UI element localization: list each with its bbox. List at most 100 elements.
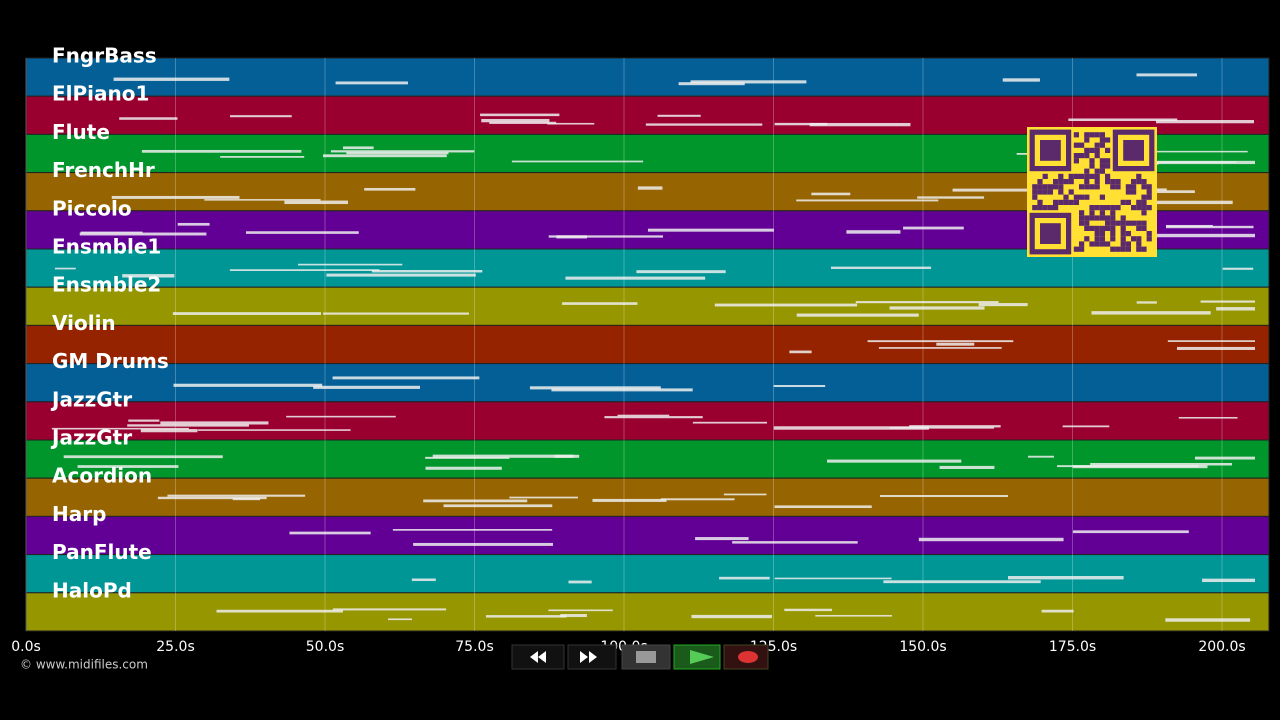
qr-module [1047,184,1053,190]
qr-module [1120,241,1126,247]
qr-module [1089,184,1095,190]
qr-module [1141,184,1147,190]
note-run [63,455,223,459]
note-run [425,456,510,459]
note-run [216,609,343,613]
note-run [548,609,613,612]
qr-module [1058,179,1064,185]
note-run [481,118,550,123]
qr-module [1063,179,1069,185]
track-label: JazzGtr [50,426,132,450]
note-run [809,122,911,127]
qr-module [1131,189,1137,195]
qr-module [1105,225,1111,231]
note-run [80,231,143,234]
note-run [330,150,475,153]
track-label: ElPiano1 [52,82,149,106]
note-run [1136,73,1197,77]
track-label: GM Drums [52,349,169,373]
note-run [789,350,812,354]
note-run [867,340,1014,343]
qr-module [1105,137,1111,143]
qr-module [1110,225,1116,231]
note-run [332,608,447,611]
note-run [796,199,939,202]
note-run [1121,150,1248,153]
note-run [122,274,175,278]
qr-module [1094,225,1100,231]
qr-module [1141,220,1147,226]
track-band [25,439,1270,479]
qr-module [1084,220,1090,226]
note-run [111,195,240,199]
qr-module [1099,231,1105,237]
note-run [1090,462,1233,466]
qr-module [1120,225,1126,231]
track-band [25,324,1270,365]
qr-module [1053,184,1059,190]
note-run [1092,200,1233,205]
qr-module [1141,205,1147,211]
note-run [637,186,663,190]
note-run [560,613,587,618]
qr-module [1136,173,1142,179]
qr-module [1084,153,1090,159]
qr-module [1105,158,1111,164]
note-run [335,81,408,85]
note-run [562,302,638,305]
qr-module [1136,236,1142,242]
track-band [25,286,1270,326]
qr-module [1125,189,1131,195]
qr-module [1136,225,1142,231]
qr-module [1084,173,1090,179]
note-run [909,425,1001,428]
qr-module [1094,184,1100,190]
note-run [1028,455,1054,458]
note-run [617,414,670,417]
note-run [952,188,1032,192]
qr-module [1146,194,1152,200]
note-run [903,226,964,230]
track-band [25,363,1270,403]
qr-module [1120,231,1126,237]
qr-module [1094,147,1100,153]
qr-module [1141,210,1147,216]
play-icon [690,650,714,664]
qr-finder [1112,129,1155,172]
track-labels: FngrBass ElPiano1 Flute FrenchHr Piccolo Ensm… [50,44,169,603]
qr-module [1105,220,1111,226]
note-run [773,385,826,388]
note-run [889,426,995,429]
note-run [332,376,480,380]
qr-module [1084,132,1090,138]
qr-module [1058,184,1064,190]
note-run [141,149,302,153]
note-run [323,312,469,315]
note-run [719,576,770,580]
note-run [529,386,661,390]
qr-module [1042,173,1048,179]
note-run [1130,233,1255,238]
note-run [388,618,413,621]
note-run [878,347,1002,349]
qr-module [1084,179,1090,185]
qr-module [1094,241,1100,247]
credit: © www.midifiles.com [20,658,148,672]
qr-module [1120,215,1126,221]
qr-module [1099,137,1105,143]
note-run [846,230,901,234]
qr-module [1099,210,1105,216]
note-run [113,77,230,81]
track-label: Ensmble1 [52,235,161,259]
track-band [25,592,1270,632]
note-run [883,580,1041,584]
qr-module [1053,179,1059,185]
note-run [54,267,76,270]
qr-module [1105,173,1111,179]
qr-module [1110,210,1116,216]
tick-label: 25.0s [156,639,194,655]
track-label: Violin [52,311,116,335]
note-run [480,113,560,117]
qr-module [1084,236,1090,242]
note-run [647,228,774,232]
